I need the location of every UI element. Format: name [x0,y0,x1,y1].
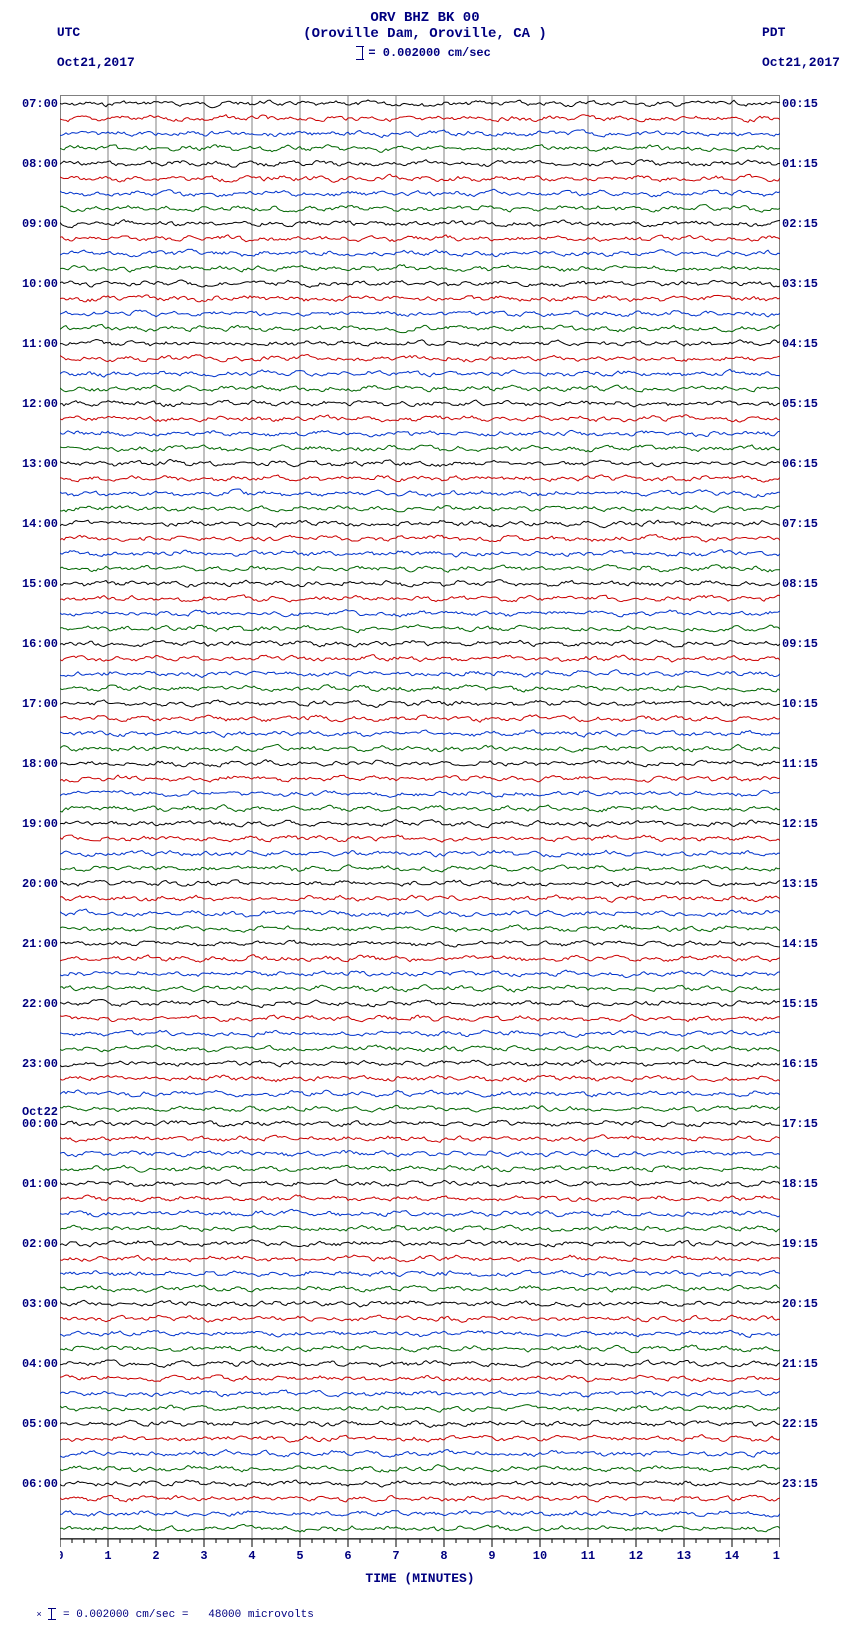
station-subtitle: (Oroville Dam, Oroville, CA ) [303,26,547,42]
pdt-hour-label: 03:15 [782,278,818,290]
pdt-hour-label: 15:15 [782,998,818,1010]
pdt-hour-label: 16:15 [782,1058,818,1070]
utc-hour-label: 02:00 [22,1238,58,1250]
pdt-hour-label: 07:15 [782,518,818,530]
svg-text:11: 11 [581,1549,595,1563]
svg-text:1: 1 [104,1549,111,1563]
utc-hour-label: 08:00 [22,158,58,170]
scale-indicator: = 0.002000 cm/sec [303,46,547,60]
pdt-hour-label: 12:15 [782,818,818,830]
pdt-hour-label: 00:15 [782,98,818,110]
pdt-hour-label: 05:15 [782,398,818,410]
utc-hour-label: 09:00 [22,218,58,230]
pdt-hour-label: 17:15 [782,1118,818,1130]
station-title: ORV BHZ BK 00 [303,10,547,26]
utc-hour-label: 14:00 [22,518,58,530]
pdt-hour-label: 21:15 [782,1358,818,1370]
svg-text:10: 10 [533,1549,547,1563]
seismogram-plot: 0123456789101112131415 [60,91,780,1569]
utc-hour-label: 11:00 [22,338,58,350]
utc-hour-label: 03:00 [22,1298,58,1310]
pdt-hour-label: 19:15 [782,1238,818,1250]
pdt-hour-label: 14:15 [782,938,818,950]
utc-hour-label: 20:00 [22,878,58,890]
svg-text:5: 5 [296,1549,303,1563]
utc-hour-label: 10:00 [22,278,58,290]
svg-text:8: 8 [440,1549,447,1563]
pdt-hour-label: 04:15 [782,338,818,350]
pdt-hour-label: 11:15 [782,758,818,770]
svg-text:12: 12 [629,1549,643,1563]
utc-hour-label: 18:00 [22,758,58,770]
utc-hour-label: 16:00 [22,638,58,650]
date-right: Oct21,2017 [762,55,840,70]
pdt-hour-label: 20:15 [782,1298,818,1310]
utc-hour-label: 12:00 [22,398,58,410]
pdt-hour-label: 09:15 [782,638,818,650]
utc-hour-label: 13:00 [22,458,58,470]
utc-hour-label: 05:00 [22,1418,58,1430]
utc-hour-label: 07:00 [22,98,58,110]
utc-hour-label: 17:00 [22,698,58,710]
svg-text:14: 14 [725,1549,739,1563]
svg-text:4: 4 [248,1549,255,1563]
utc-hour-label: 15:00 [22,578,58,590]
svg-text:0: 0 [60,1549,64,1563]
pdt-hour-label: 23:15 [782,1478,818,1490]
svg-text:2: 2 [152,1549,159,1563]
pdt-hour-label: 06:15 [782,458,818,470]
tz-left: UTC [57,25,80,40]
svg-text:7: 7 [392,1549,399,1563]
svg-text:3: 3 [200,1549,207,1563]
pdt-hour-label: 02:15 [782,218,818,230]
svg-text:13: 13 [677,1549,691,1563]
svg-text:9: 9 [488,1549,495,1563]
pdt-hour-label: 13:15 [782,878,818,890]
utc-hour-label: 06:00 [22,1478,58,1490]
svg-text:6: 6 [344,1549,351,1563]
pdt-hour-label: 10:15 [782,698,818,710]
pdt-hour-label: 08:15 [782,578,818,590]
footer-scale: × = 0.002000 cm/sec = 48000 microvolts [10,1596,840,1633]
utc-hour-label: 21:00 [22,938,58,950]
utc-hour-label: 23:00 [22,1058,58,1070]
tz-right: PDT [762,25,785,40]
pdt-hour-label: 01:15 [782,158,818,170]
utc-hour-label: Oct22 00:00 [22,1106,58,1130]
pdt-hour-label: 18:15 [782,1178,818,1190]
date-left: Oct21,2017 [57,55,135,70]
utc-hour-label: 04:00 [22,1358,58,1370]
utc-hour-label: 19:00 [22,818,58,830]
utc-hour-label: 01:00 [22,1178,58,1190]
pdt-hour-label: 22:15 [782,1418,818,1430]
x-axis-label: TIME (MINUTES) [60,1571,780,1586]
svg-text:15: 15 [773,1549,780,1563]
utc-hour-label: 22:00 [22,998,58,1010]
